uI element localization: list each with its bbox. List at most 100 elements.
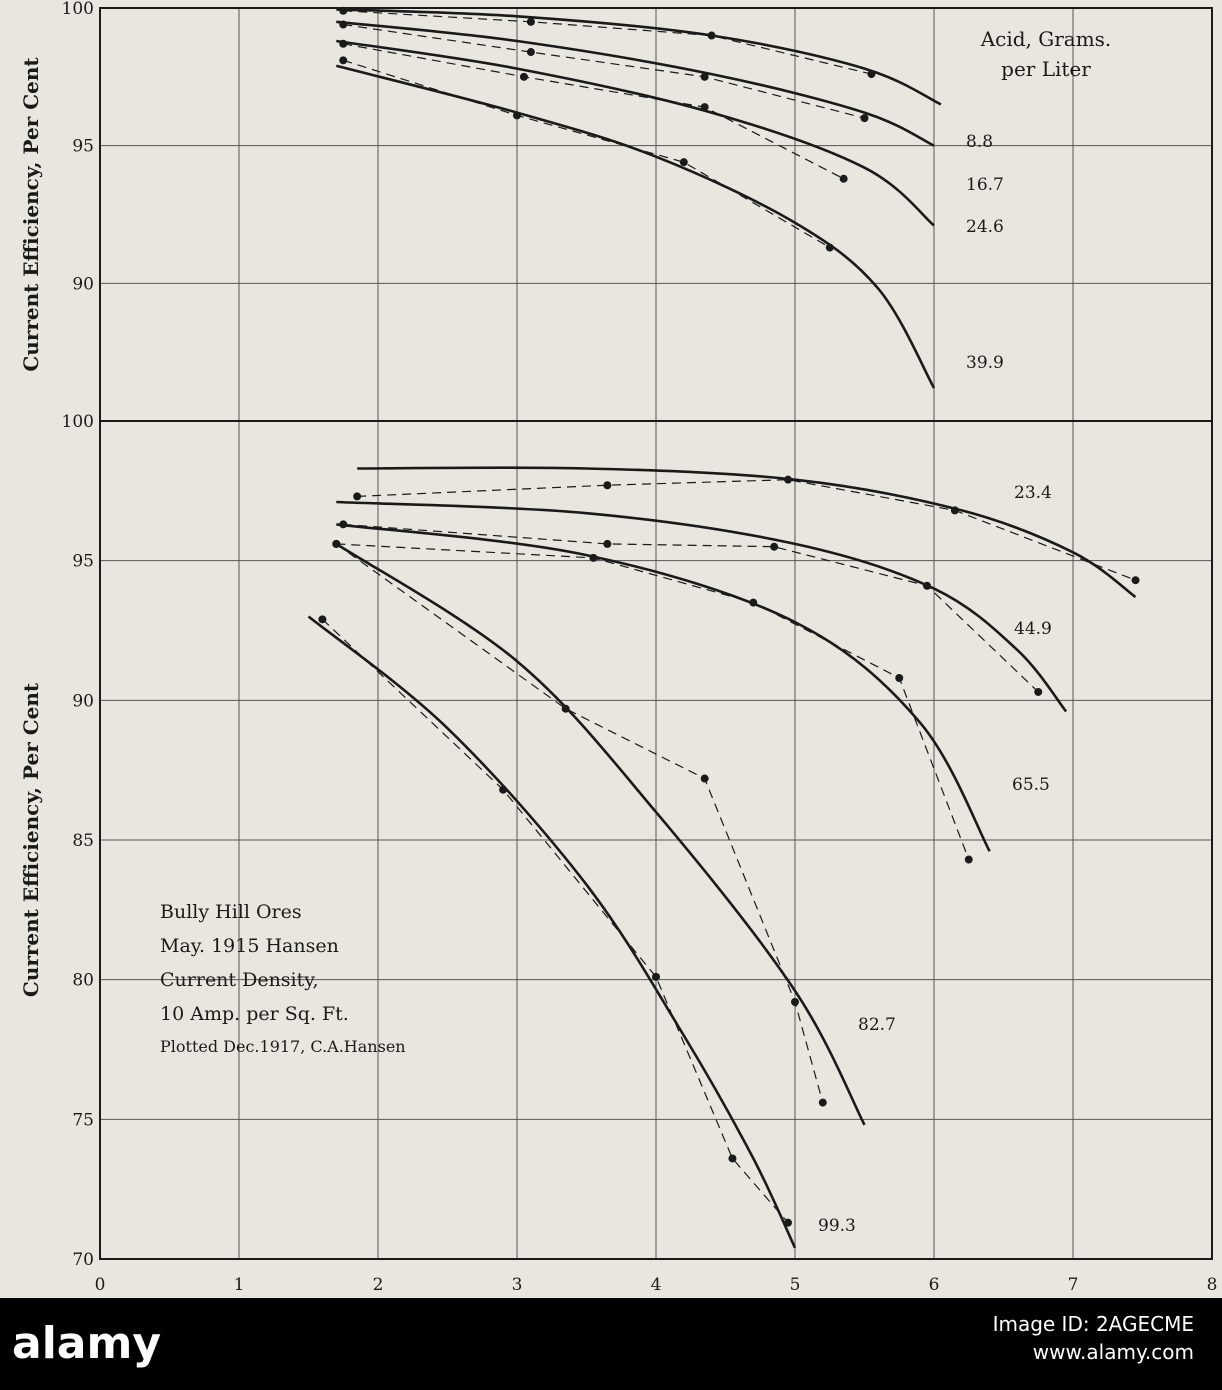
x-tick-label: 4: [651, 1275, 662, 1295]
data-point: [950, 506, 959, 515]
x-tick-label: 1: [234, 1275, 245, 1295]
series-16-7: [336, 20, 935, 147]
series-curve: [336, 20, 935, 147]
data-point: [770, 542, 779, 551]
series-label: 23.4: [1014, 483, 1052, 503]
x-tick-label: 3: [512, 1275, 523, 1295]
data-point: [707, 31, 716, 40]
data-point: [1034, 687, 1043, 696]
annotation-line2: May. 1915 Hansen: [160, 935, 339, 957]
data-point: [603, 539, 612, 548]
data-point: [784, 1218, 793, 1227]
data-point: [519, 72, 528, 81]
data-point: [791, 998, 799, 1007]
x-tick-label: 2: [373, 1275, 384, 1295]
y-axis-label: Current Efficiency, Per Cent: [19, 57, 43, 372]
data-point: [825, 243, 834, 252]
watermark-bar: [0, 1298, 1222, 1390]
y-tick-label: 95: [72, 137, 94, 157]
data-point: [561, 704, 570, 713]
series-dashed-line: [343, 10, 872, 75]
data-point: [526, 17, 535, 26]
data-point: [339, 56, 348, 65]
watermark-logo: alamy: [12, 1318, 161, 1369]
y-tick-label: 85: [72, 831, 94, 851]
series-8-8: [336, 6, 942, 106]
series-99-3: [307, 615, 797, 1249]
data-point: [700, 103, 709, 112]
annotation-line1: Bully Hill Ores: [160, 901, 302, 923]
series-dashed-line: [321, 618, 789, 1224]
data-point: [700, 774, 709, 783]
series-curve: [336, 523, 991, 852]
y-tick-label: 90: [72, 691, 94, 711]
series-label: 82.7: [858, 1015, 896, 1035]
series-dashed-line: [357, 479, 1136, 581]
data-point: [1131, 576, 1140, 585]
series-39-9: [335, 56, 936, 389]
data-point: [318, 615, 327, 624]
series-curve: [336, 39, 935, 227]
y-tick-label: 100: [62, 412, 94, 432]
series-23-4: [353, 466, 1140, 599]
x-tick-label: 5: [790, 1275, 801, 1295]
series-82-7: [332, 539, 866, 1126]
data-point: [526, 48, 535, 57]
data-point: [895, 673, 904, 682]
series-label: 16.7: [966, 175, 1004, 195]
data-point: [784, 475, 793, 484]
series-label: 8.8: [966, 132, 993, 152]
annotation-line5: Plotted Dec.1917, C.A.Hansen: [160, 1037, 406, 1056]
y-tick-label: 100: [62, 0, 94, 19]
data-point: [679, 158, 688, 167]
series-dashed-line: [343, 23, 865, 119]
plot-frame: [99, 7, 1213, 1260]
series-label: 24.6: [966, 217, 1004, 237]
x-tick-label: 8: [1207, 1275, 1218, 1295]
y-tick-label: 75: [72, 1110, 94, 1130]
data-point: [513, 111, 521, 120]
x-tick-label: 7: [1068, 1275, 1079, 1295]
data-point: [700, 72, 709, 81]
legend-title-line2: per Liter: [1001, 57, 1091, 81]
data-point: [818, 1098, 827, 1107]
data-point: [839, 174, 848, 183]
legend-title-line1: Acid, Grams.: [980, 27, 1112, 51]
x-tick-label: 6: [929, 1275, 940, 1295]
series-curve: [357, 466, 1137, 599]
annotation-line4: 10 Amp. per Sq. Ft.: [160, 1003, 349, 1025]
series-label: 44.9: [1014, 619, 1052, 639]
series-curve: [336, 8, 942, 106]
y-axis-label: Current Efficiency, Per Cent: [19, 682, 43, 997]
series-curve: [335, 542, 866, 1126]
series-curve: [307, 615, 797, 1249]
watermark-site: www.alamy.com: [1032, 1340, 1194, 1364]
data-point: [332, 539, 341, 548]
y-tick-label: 80: [72, 971, 94, 991]
series-dashed-line: [336, 543, 970, 860]
data-point: [867, 70, 876, 79]
data-point: [728, 1154, 737, 1163]
series-curve: [335, 64, 936, 389]
data-point: [339, 39, 348, 48]
data-point: [603, 481, 612, 490]
series-dashed-line: [343, 59, 831, 249]
y-tick-label: 90: [72, 274, 94, 294]
watermark-image-id: Image ID: 2AGECME: [992, 1312, 1194, 1336]
series-44-9: [336, 500, 1068, 713]
series-curve: [336, 500, 1068, 713]
y-tick-label: 95: [72, 552, 94, 572]
series-label: 65.5: [1012, 775, 1050, 795]
data-point: [923, 581, 932, 590]
x-tick-label: 0: [95, 1275, 106, 1295]
data-point: [499, 785, 508, 794]
data-point: [964, 855, 973, 864]
data-point: [652, 972, 660, 981]
series-label: 99.3: [818, 1216, 856, 1236]
data-point: [353, 492, 362, 501]
series-dashed-line: [335, 543, 824, 1103]
data-point: [860, 114, 869, 123]
data-point: [589, 553, 598, 562]
